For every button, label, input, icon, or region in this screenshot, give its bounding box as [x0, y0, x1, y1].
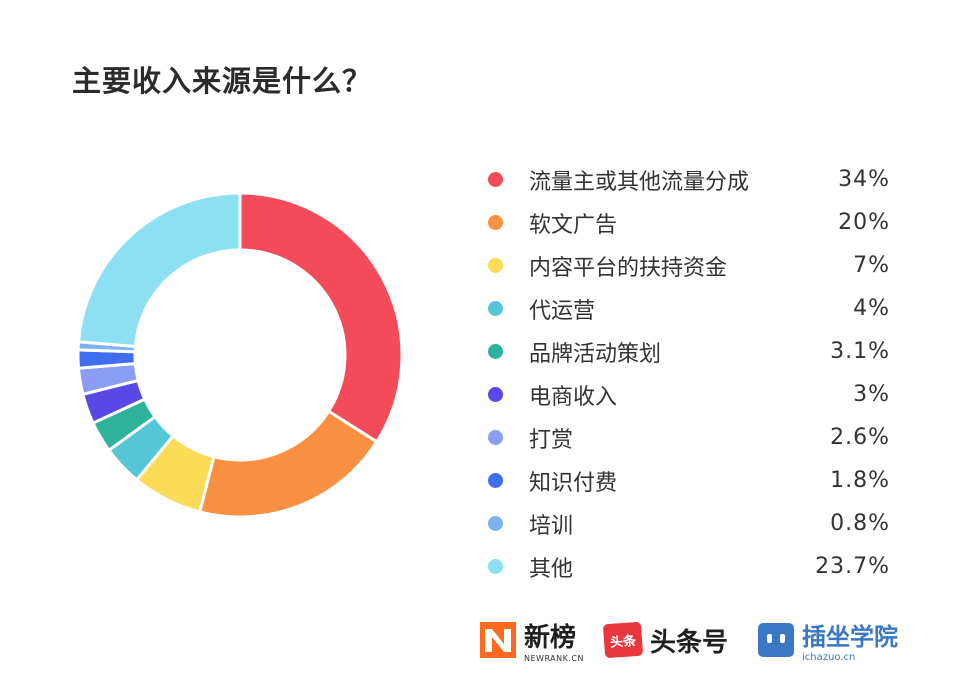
legend-dot-icon [488, 430, 503, 445]
newrank-logo-icon [480, 622, 516, 658]
legend-label: 代运营 [529, 298, 596, 324]
chazuo-name: 插坐学院 [802, 623, 898, 651]
newrank-brand: 新榜 NEWRANK.CN [480, 618, 584, 663]
legend-label: 流量主或其他流量分成 [529, 169, 750, 195]
legend-label: 知识付费 [529, 470, 618, 496]
legend-label: 打赏 [529, 427, 574, 453]
toutiao-logo-icon: 头条 [602, 621, 644, 659]
legend-label: 软文广告 [529, 212, 618, 238]
legend-item: 品牌活动策划 3.1% [488, 330, 890, 373]
chart-legend: 流量主或其他流量分成 34% 软文广告 20% 内容平台的扶持资金 7% 代运营 4% 品牌活动… [488, 158, 890, 588]
legend-item: 打赏 2.6% [488, 416, 890, 459]
legend-label: 品牌活动策划 [529, 341, 662, 367]
legend-value: 7% [853, 253, 890, 278]
legend-value: 4% [853, 296, 890, 321]
toutiao-name: 头条号 [650, 627, 729, 658]
legend-label: 培训 [529, 513, 574, 539]
legend-value: 0.8% [830, 511, 890, 536]
legend-item: 知识付费 1.8% [488, 459, 890, 502]
legend-item: 流量主或其他流量分成 34% [488, 158, 890, 201]
chazuo-logo-icon [758, 623, 794, 657]
legend-item: 软文广告 20% [488, 201, 890, 244]
newrank-name: 新榜 [524, 623, 577, 653]
donut-slice-10 [76, 191, 242, 349]
legend-dot-icon [488, 387, 503, 402]
chazuo-brand: 插坐学院 ichazuo.cn [758, 618, 898, 663]
toutiao-brand: 头条 头条号 [602, 618, 729, 662]
chart-title: 主要收入来源是什么？ [72, 64, 373, 98]
legend-value: 34% [838, 167, 890, 192]
legend-dot-icon [488, 344, 503, 359]
legend-item: 培训 0.8% [488, 502, 890, 545]
donut-slice-2 [197, 409, 379, 519]
legend-dot-icon [488, 172, 503, 187]
legend-value: 23.7% [815, 554, 890, 579]
legend-dot-icon [488, 258, 503, 273]
legend-label: 其他 [529, 556, 574, 582]
legend-dot-icon [488, 559, 503, 574]
legend-dot-icon [488, 473, 503, 488]
legend-item: 内容平台的扶持资金 7% [488, 244, 890, 287]
legend-label: 电商收入 [529, 384, 618, 410]
legend-dot-icon [488, 516, 503, 531]
newrank-sub: NEWRANK.CN [524, 654, 584, 663]
legend-value: 20% [838, 210, 890, 235]
donut-slice-1 [238, 191, 404, 444]
legend-item: 代运营 4% [488, 287, 890, 330]
legend-value: 2.6% [830, 425, 890, 450]
legend-dot-icon [488, 301, 503, 316]
legend-item: 电商收入 3% [488, 373, 890, 416]
legend-value: 3% [853, 382, 890, 407]
legend-value: 1.8% [830, 468, 890, 493]
legend-item: 其他 23.7% [488, 545, 890, 588]
legend-value: 3.1% [830, 339, 890, 364]
chazuo-sub: ichazuo.cn [802, 652, 856, 663]
legend-label: 内容平台的扶持资金 [529, 255, 728, 281]
legend-dot-icon [488, 215, 503, 230]
footer-logos: 新榜 NEWRANK.CN 头条 头条号 插坐学院 ichazuo.cn [0, 618, 960, 666]
